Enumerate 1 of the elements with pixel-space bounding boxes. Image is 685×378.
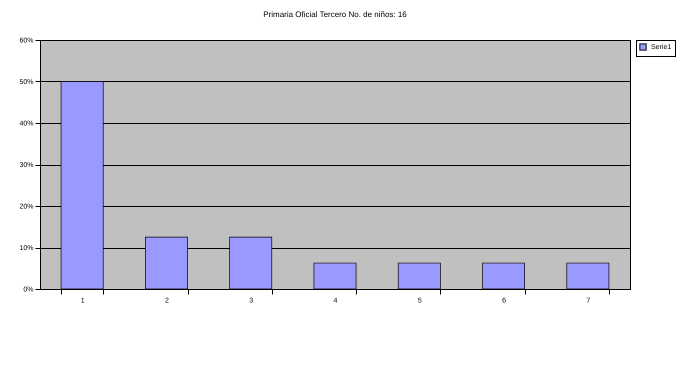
chart-title: Primaria Oficial Tercero No. de niños: 16 — [263, 10, 408, 19]
